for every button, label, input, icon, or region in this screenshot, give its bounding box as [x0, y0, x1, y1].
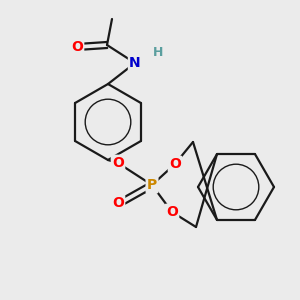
- Text: H: H: [153, 46, 163, 59]
- Text: P: P: [147, 178, 157, 192]
- Text: O: O: [166, 205, 178, 219]
- Text: O: O: [112, 156, 124, 170]
- Text: O: O: [169, 157, 181, 171]
- Text: O: O: [112, 196, 124, 210]
- Text: O: O: [71, 40, 83, 54]
- Text: N: N: [129, 56, 141, 70]
